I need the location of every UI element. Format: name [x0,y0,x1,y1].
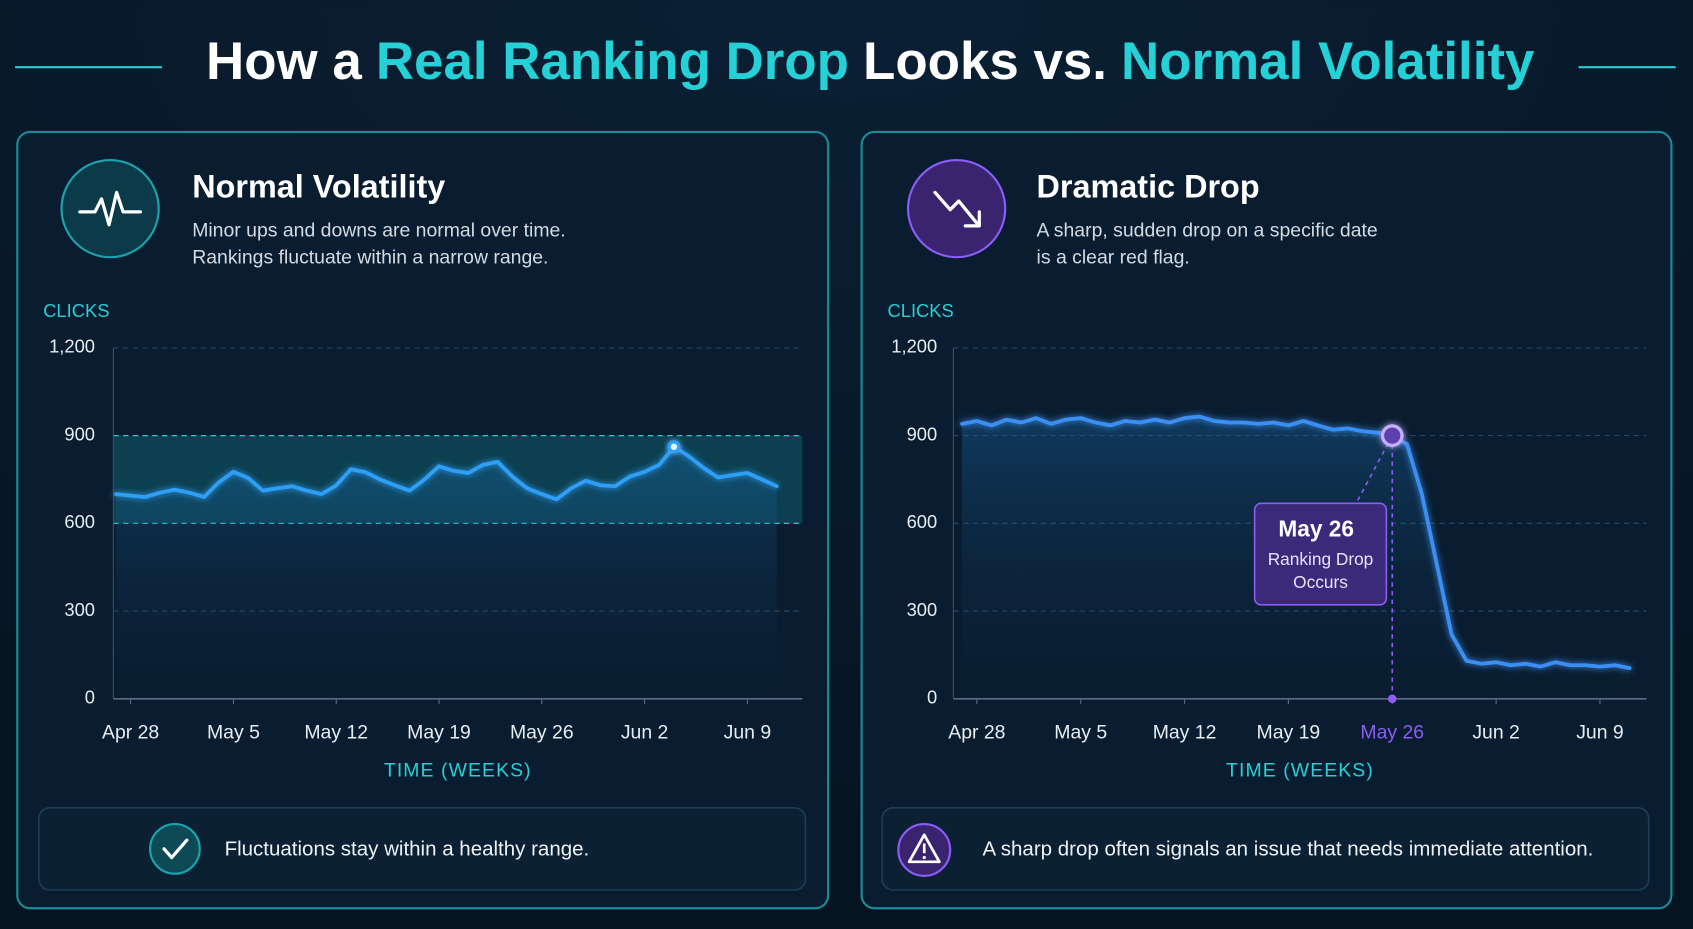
x-tick-label: May 5 [207,721,260,743]
pulse-icon [60,158,160,259]
panel-description: Rankings fluctuate within a narrow range… [192,246,548,268]
pulse-glyph [78,190,142,227]
peak-marker [667,440,681,454]
x-tick-label: May 26 [1360,721,1424,743]
page-title: How a Real Ranking Drop Looks vs. Normal Vo… [206,32,1535,91]
panel-description: is a clear red flag. [1037,246,1190,268]
x-axis-title: TIME (WEEKS) [384,759,532,781]
warning-glyph [907,833,941,864]
drop-marker [1380,424,1404,447]
x-tick-label: May 19 [1257,721,1321,743]
x-tick-label: May 12 [304,721,368,743]
x-tick-label: Jun 9 [724,721,772,743]
callout-text: Occurs [1293,572,1348,592]
x-tick-label: May 19 [407,721,471,743]
y-tick-label: 300 [907,599,938,620]
panel-title: Dramatic Drop [1037,169,1260,205]
note-text: A sharp drop often signals an issue that… [983,837,1594,860]
warning-glyph [922,855,926,860]
title-part: How a [206,32,362,91]
y-tick-label: 900 [907,423,938,444]
callout-date: May 26 [1278,515,1354,541]
callout-text: Ranking Drop [1268,549,1374,569]
y-tick-label: 1,200 [49,336,95,357]
y-axis-title: CLICKS [43,300,109,321]
callout-box [1253,502,1388,606]
title-part: Real Ranking Drop [376,32,849,91]
area [115,446,777,699]
note-text: Fluctuations stay within a healthy range… [225,837,590,860]
panel-title: Normal Volatility [192,169,445,205]
note-box [881,807,1650,891]
line [114,444,779,502]
x-axis-title: TIME (WEEKS) [1226,759,1374,781]
y-tick-label: 900 [64,423,95,444]
callout-leader [1355,435,1393,504]
axis-dot [1387,694,1397,704]
panel-description: A sharp, sudden drop on a specific date [1037,219,1378,241]
note-box [38,807,807,891]
check-glyph [162,838,189,860]
x-tick-label: May 12 [1153,721,1217,743]
x-tick-label: Jun 9 [1576,721,1624,743]
y-tick-label: 0 [927,687,937,708]
check-icon [149,822,201,875]
y-tick-label: 600 [907,511,938,532]
x-tick-label: Jun 2 [621,721,669,743]
y-tick-label: 1,200 [891,336,937,357]
drop-glyph [933,190,981,228]
x-tick-label: May 5 [1054,721,1107,743]
y-tick-label: 600 [64,511,95,532]
x-tick-label: Jun 2 [1472,721,1520,743]
x-tick-label: May 26 [510,721,574,743]
y-tick-label: 0 [85,687,95,708]
title-part: Normal Volatility [1121,32,1535,91]
x-tick-label: Apr 28 [102,721,159,743]
title-part: Looks vs. [863,32,1107,91]
panel-description: Minor ups and downs are normal over time… [192,219,566,241]
line [960,414,1632,671]
x-tick-label: Apr 28 [948,721,1005,743]
y-tick-label: 300 [64,599,95,620]
drop-icon [906,158,1007,259]
y-axis-title: CLICKS [888,300,954,321]
